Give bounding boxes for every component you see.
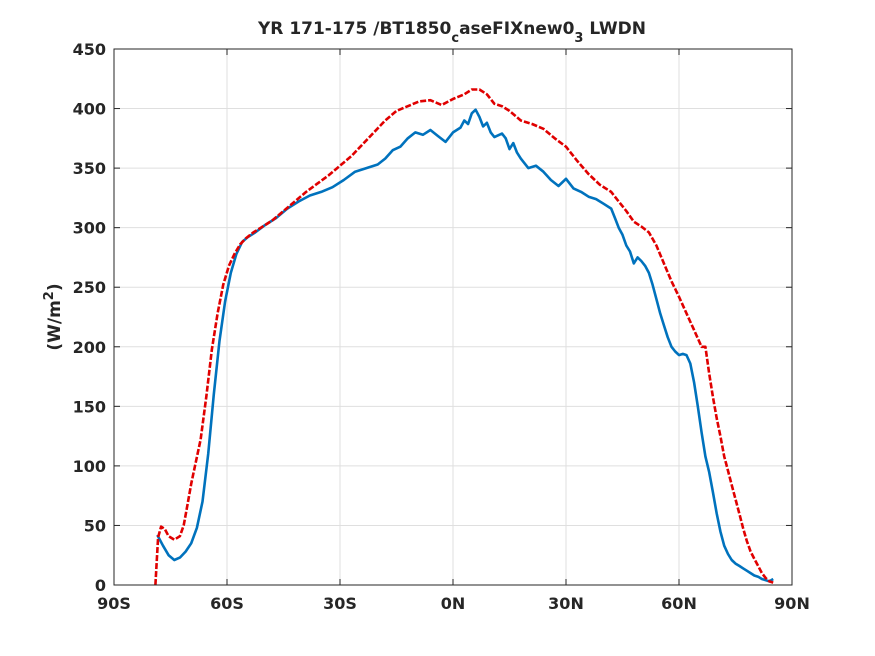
y-tick-label: 350 <box>73 159 106 178</box>
series-line-2 <box>154 88 774 586</box>
x-tick-label: 0N <box>441 594 466 613</box>
y-tick-label: 250 <box>73 278 106 297</box>
y-tick-label: 0 <box>95 576 106 595</box>
y-tick-label: 450 <box>73 40 106 59</box>
series-layer <box>154 88 774 586</box>
x-tick-label: 60S <box>210 594 244 613</box>
x-tick-label: 30S <box>323 594 357 613</box>
x-tick-label: 90N <box>774 594 810 613</box>
y-tick-label: 200 <box>73 338 106 357</box>
x-tick-label: 90S <box>97 594 131 613</box>
plot-area: 90S 60S 30S 0N 30N 60N 90N 0 50 100 150 200 250 300 35… <box>73 40 810 613</box>
chart-title: YR 171-175 /BT1850caseFIXnew03 LWDN <box>257 19 646 46</box>
y-tick-label: 150 <box>73 397 106 416</box>
x-tick-label: 30N <box>548 594 584 613</box>
grid-layer <box>114 49 792 585</box>
x-tick-label: 60N <box>661 594 697 613</box>
y-tick-label: 50 <box>84 516 106 535</box>
y-tick-label: 400 <box>73 100 106 119</box>
y-tick-label: 300 <box>73 219 106 238</box>
y-axis-label: (W/m2) <box>42 283 66 350</box>
ticks-layer: 90S 60S 30S 0N 30N 60N 90N 0 50 100 150 200 250 300 35… <box>73 40 810 613</box>
y-tick-label: 100 <box>73 457 106 476</box>
